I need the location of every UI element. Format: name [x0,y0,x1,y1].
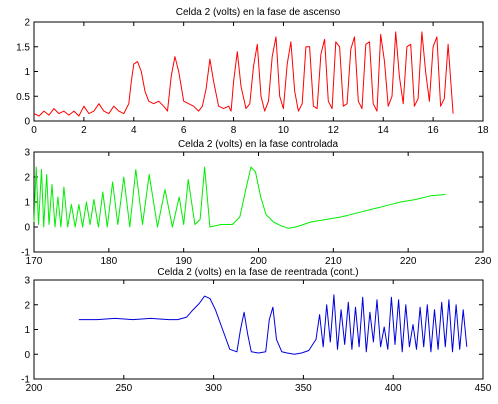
y-tick-label: 1 [24,325,30,336]
series-line [33,31,454,117]
x-tick-label: 400 [385,383,402,394]
chart-title: Celda 2 (volts) en la fase de ascenso [176,7,341,18]
x-tick-label: 2 [81,125,87,136]
x-tick-label: 4 [131,125,137,136]
x-tick-label: 14 [378,125,390,136]
y-tick-label: 2 [24,18,30,29]
x-tick-label: 6 [181,125,187,136]
x-tick-label: 180 [100,256,117,267]
y-tick-label: -1 [21,248,30,259]
y-tick-label: 3 [24,276,30,287]
y-tick-label: 0 [24,117,30,128]
x-tick-label: 210 [325,256,342,267]
x-tick-label: 230 [475,256,492,267]
chart-ascenso: Celda 2 (volts) en la fase de ascenso 0 2… [16,7,489,136]
plot-frame [33,21,484,122]
y-tick-label: 0 [24,350,30,361]
x-tick-label: 18 [477,125,489,136]
y-tick-label: 0.5 [16,92,30,103]
x-tick-label: 190 [175,256,192,267]
chart-controlada: Celda 2 (volts) en la fase controlada 17… [21,139,492,267]
x-tick-label: 170 [26,256,43,267]
x-tick-label: 300 [205,383,222,394]
y-tick-label: 1 [24,198,30,209]
x-tick-label: 200 [250,256,267,267]
chart-title: Celda 2 (volts) en la fase controlada [178,139,339,150]
x-tick-label: 220 [400,256,417,267]
chart-reentrada: Celda 2 (volts) en la fase de reentrada … [21,267,492,394]
x-tick-label: 250 [115,383,132,394]
chart-title: Celda 2 (volts) en la fase de reentrada … [157,267,358,278]
y-tick-label: 2 [24,173,30,184]
plot-frame [33,279,484,380]
x-tick-label: 8 [231,125,237,136]
y-tick-label: 1.5 [16,42,30,53]
x-tick-label: 10 [278,125,290,136]
y-tick-label: -1 [21,375,30,386]
y-tick-label: 2 [24,300,30,311]
x-tick-label: 16 [428,125,440,136]
x-tick-label: 200 [26,383,43,394]
series-line [78,294,468,355]
y-tick-label: 1 [24,67,30,78]
y-tick-label: 0 [24,223,30,234]
y-tick-label: 3 [24,148,30,159]
x-tick-label: 0 [31,125,37,136]
x-tick-label: 350 [295,383,312,394]
x-tick-label: 12 [328,125,340,136]
series-line [33,166,446,229]
x-tick-label: 450 [475,383,492,394]
